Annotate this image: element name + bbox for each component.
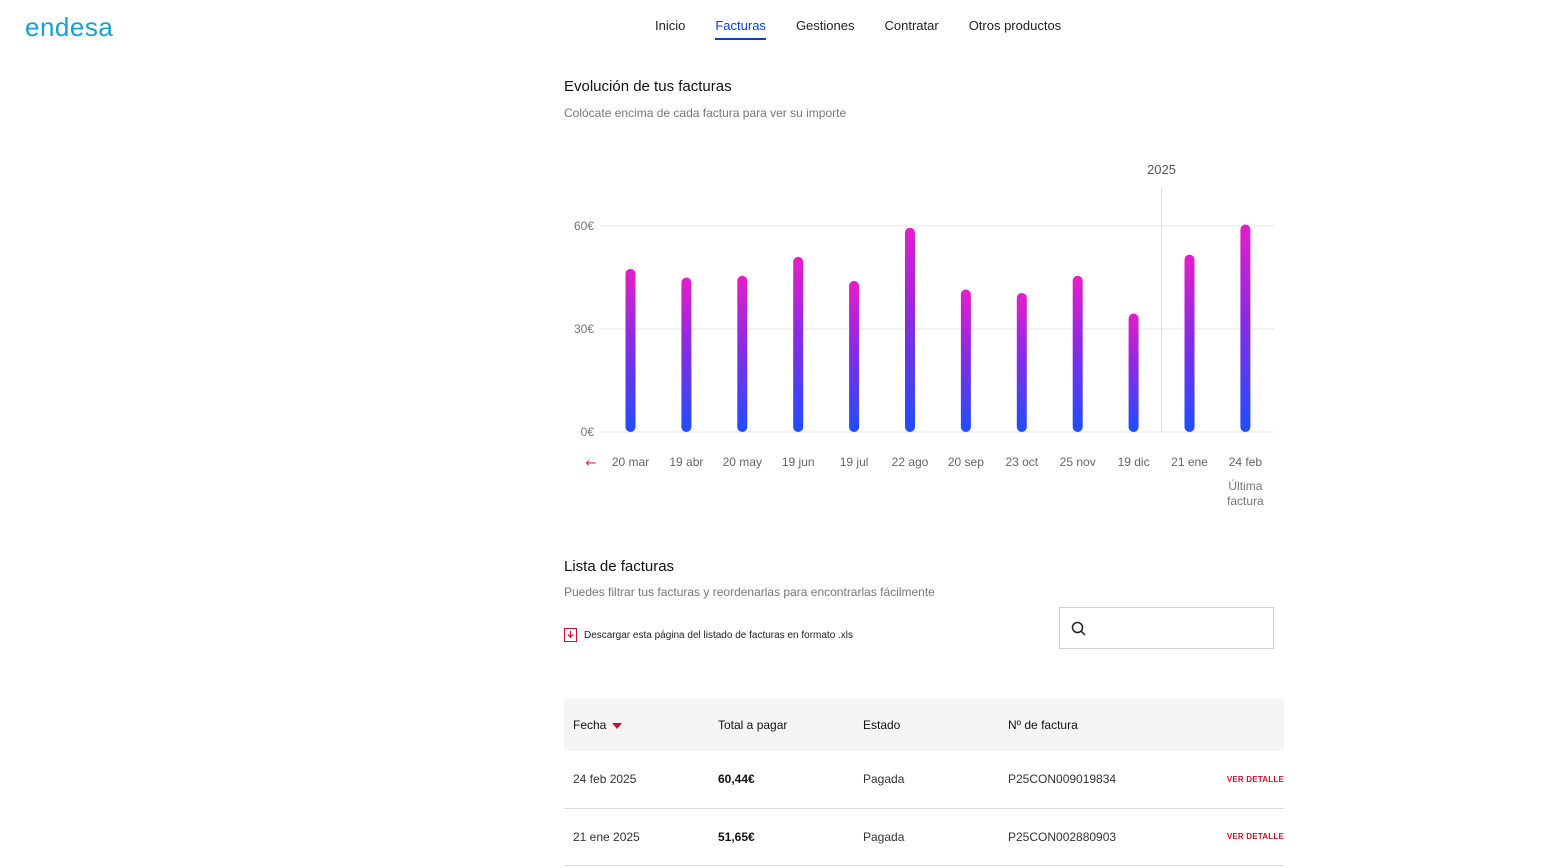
table-row: 21 ene 2025 51,65€ Pagada P25CON00288090…	[564, 808, 1284, 865]
download-icon	[564, 628, 577, 642]
chart-bar	[1016, 292, 1027, 432]
cell-numero: P25CON002880903	[1008, 829, 1117, 844]
chart-bar	[681, 277, 692, 432]
x-tick-label: 19 abr	[669, 455, 703, 469]
header-total: Total a pagar	[718, 718, 788, 732]
last-invoice-label: factura	[1227, 494, 1264, 508]
x-tick-label: 24 feb	[1229, 455, 1263, 469]
chart-bar	[737, 275, 748, 432]
cell-estado: Pagada	[863, 772, 905, 787]
chart-bar	[793, 256, 804, 432]
svg-text:endesa: endesa	[25, 12, 113, 42]
cell-total: 60,44€	[718, 772, 755, 787]
main-nav: Inicio Facturas Gestiones Contratar Otro…	[640, 17, 1076, 40]
prev-arrow-icon: ←	[586, 456, 597, 471]
invoice-chart: 0€ 30€ 60€ 2025 20 mar 19 abr 20 may 19 jun 19 j…	[574, 162, 1274, 508]
x-tick-label: 19 dic	[1118, 455, 1150, 469]
x-tick-label: 20 mar	[612, 455, 649, 469]
invoice-table: Fecha Total a pagar Estado Nº de factura…	[564, 699, 1284, 866]
chart-bar	[1128, 313, 1139, 432]
x-tick-label: 19 jul	[840, 455, 869, 469]
header-numero: Nº de factura	[1008, 718, 1078, 732]
x-tick-label: 21 ene	[1171, 455, 1208, 469]
nav-inicio[interactable]: Inicio	[655, 18, 686, 33]
nav-contratar[interactable]: Contratar	[884, 18, 939, 33]
x-tick-label: 22 ago	[892, 455, 929, 469]
y-tick-label: 0€	[581, 425, 595, 439]
year-label: 2025	[1147, 162, 1176, 177]
last-invoice-label: Última	[1228, 478, 1262, 493]
list-subtitle: Puedes filtrar tus facturas y reordenarl…	[564, 585, 935, 599]
header-actions	[1182, 699, 1284, 751]
table-row: 24 feb 2025 60,44€ Pagada P25CON00901983…	[564, 751, 1284, 808]
search-icon	[1071, 621, 1086, 636]
endesa-logo[interactable]: endesa	[25, 12, 135, 42]
download-xls-link[interactable]: Descargar esta página del listado de fac…	[564, 628, 853, 642]
cell-estado: Pagada	[863, 829, 905, 844]
chart-bar	[905, 227, 915, 432]
chart-bar	[960, 289, 971, 432]
nav-gestiones[interactable]: Gestiones	[795, 18, 855, 33]
ver-detalle-link[interactable]: VER DETALLE	[1226, 774, 1284, 784]
table-header-row: Fecha Total a pagar Estado Nº de factura	[564, 699, 1284, 751]
cell-numero: P25CON009019834	[1008, 772, 1117, 787]
search-input[interactable]	[1059, 607, 1274, 649]
y-tick-label: 60€	[574, 219, 594, 233]
chart-bar	[849, 280, 860, 432]
x-tick-label: 20 sep	[948, 455, 984, 469]
cell-fecha: 24 feb 2025	[573, 772, 637, 787]
x-tick-label: 25 nov	[1060, 455, 1096, 469]
x-tick-label: 20 may	[723, 455, 762, 469]
chart-bar	[1240, 224, 1251, 432]
chart-bar	[625, 268, 636, 432]
list-title: Lista de facturas	[564, 558, 675, 575]
header-estado: Estado	[863, 718, 901, 732]
x-tick-label: 23 oct	[1005, 455, 1038, 469]
cell-fecha: 21 ene 2025	[573, 829, 640, 844]
ver-detalle-link[interactable]: VER DETALLE	[1226, 832, 1284, 841]
cell-total: 51,65€	[718, 829, 755, 844]
header-fecha[interactable]: Fecha	[564, 699, 709, 751]
y-tick-label: 30€	[574, 322, 594, 336]
evolution-title: Evolución de tus facturas	[564, 78, 732, 95]
x-tick-label: 19 jun	[782, 455, 815, 469]
download-label: Descargar esta página del listado de fac…	[584, 629, 854, 641]
chart-bar	[1072, 275, 1083, 432]
sort-desc-icon[interactable]	[612, 722, 623, 729]
nav-otros-productos[interactable]: Otros productos	[968, 18, 1062, 33]
chart-bar	[1184, 254, 1195, 432]
evolution-subtitle: Colócate encima de cada factura para ver…	[564, 106, 847, 120]
nav-facturas[interactable]: Facturas	[700, 17, 781, 40]
